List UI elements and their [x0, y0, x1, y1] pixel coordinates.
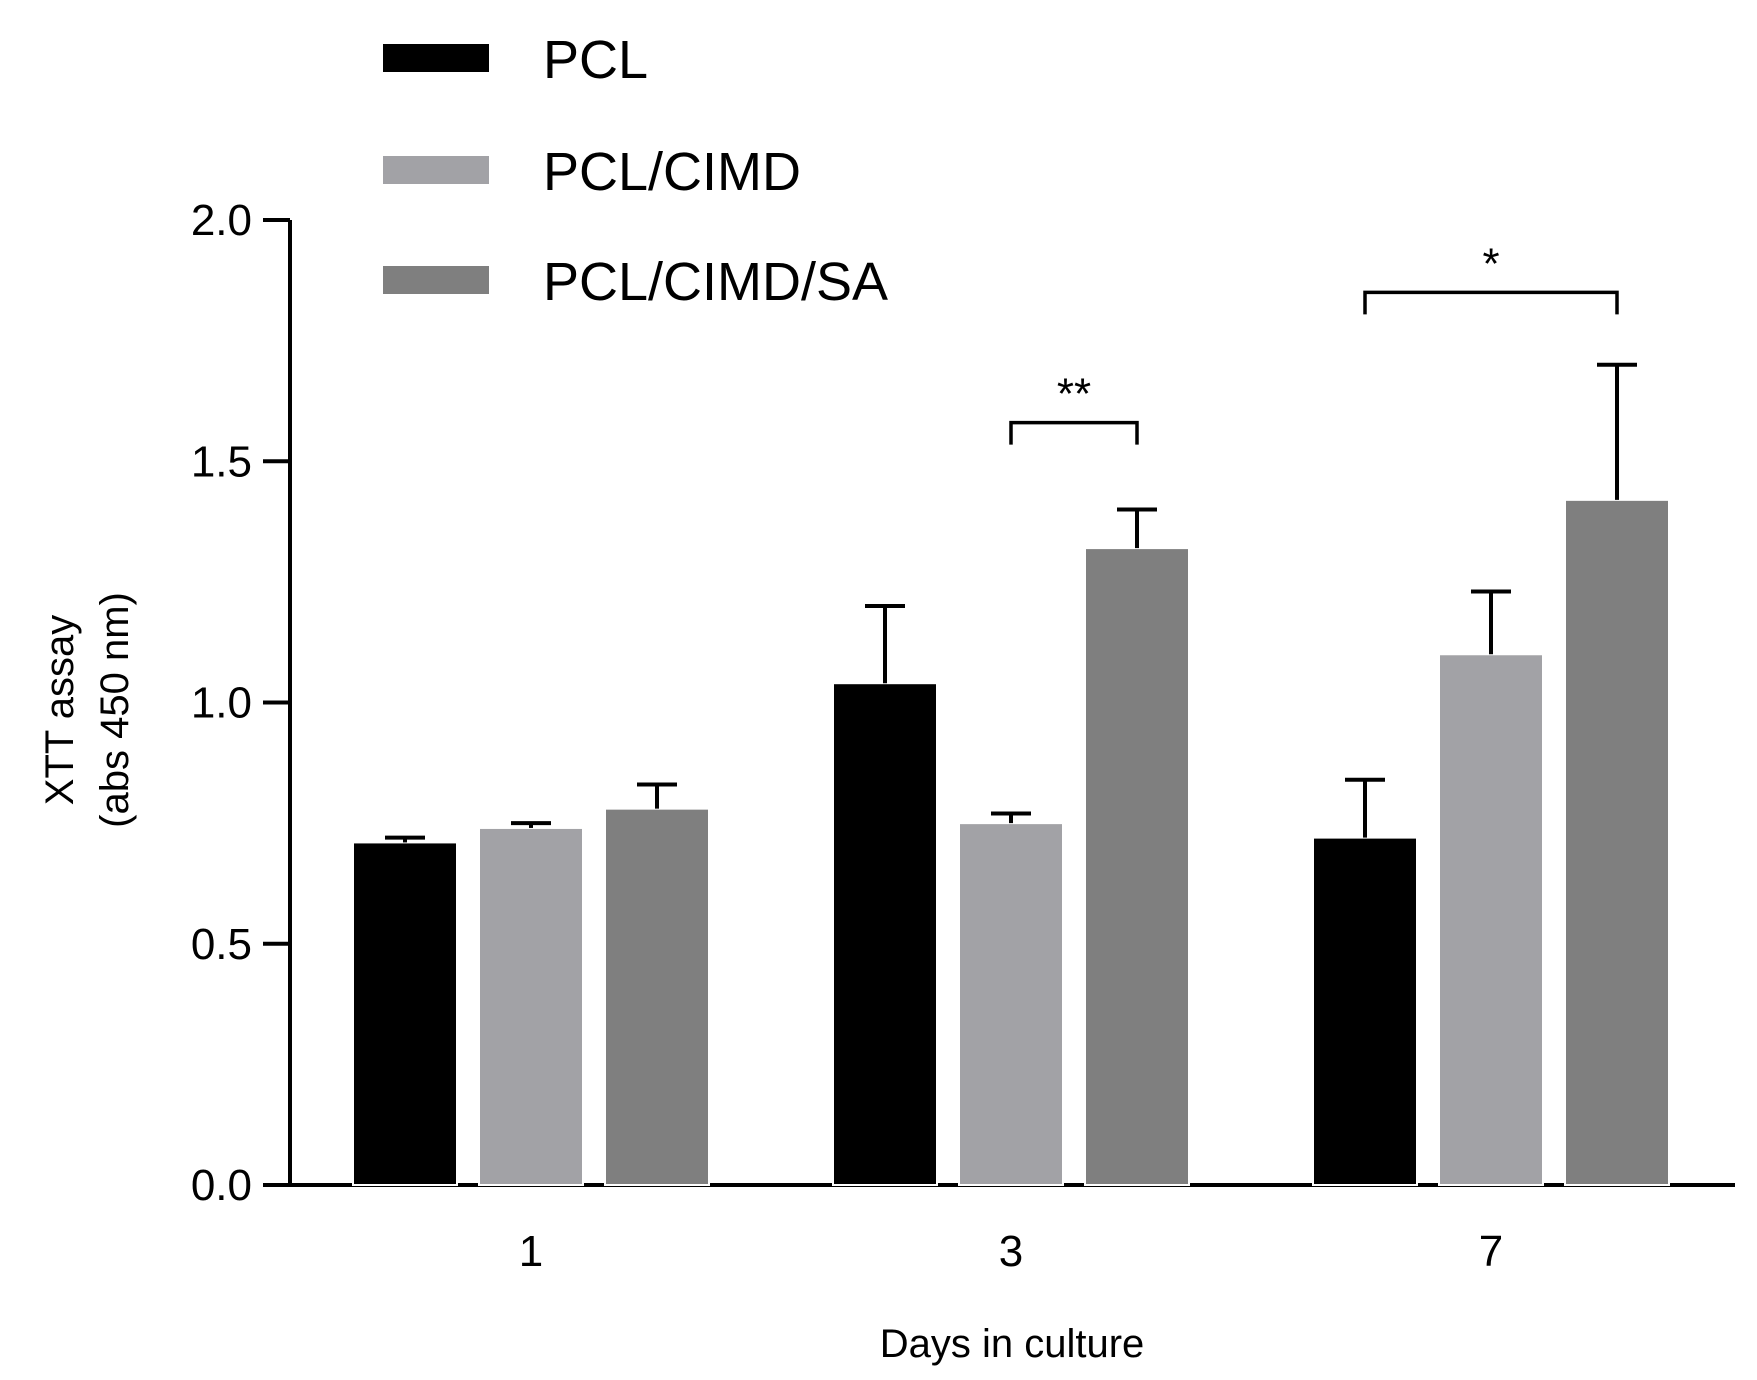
y-tick-label-3: 1.5 [191, 437, 252, 486]
bar-pcl-cimd-sa-day-1 [604, 807, 710, 1187]
legend-swatch-0 [383, 44, 489, 72]
x-axis: 1 3 7 [263, 1183, 1735, 1276]
y-tick-label-4: 2.0 [191, 196, 252, 245]
bar-pcl-cimd-sa-day-7 [1564, 498, 1670, 1187]
y-tick-label-1: 0.5 [191, 920, 252, 969]
x-tick-label-3: 3 [999, 1227, 1023, 1276]
bar-pcl-cimd-sa-day-3 [1084, 547, 1190, 1186]
y-tick-label-2: 1.0 [191, 679, 252, 728]
y-tick-label-0: 0.0 [191, 1161, 252, 1210]
bar-pcl-cimd-day-1 [478, 826, 584, 1186]
legend-label-0: PCL [543, 30, 648, 90]
significance-bracket-0 [1009, 420, 1139, 445]
bar-pcl-day-3 [832, 682, 938, 1186]
legend-swatch-1 [383, 156, 489, 184]
y-axis-title-line-1: XTT assay [38, 615, 82, 805]
legend: PCL PCL/CIMD PCL/CIMD/SA [383, 30, 888, 312]
bar-pcl-day-1 [352, 841, 458, 1186]
legend-label-2: PCL/CIMD/SA [543, 252, 888, 312]
y-axis-title-line-2: (abs 450 nm) [93, 592, 137, 828]
bar-pcl-cimd-day-7 [1438, 653, 1544, 1186]
x-tick-label-1: 1 [519, 1227, 543, 1276]
significance-annotations: *** [1009, 239, 1619, 445]
legend-label-1: PCL/CIMD [543, 142, 801, 202]
x-axis-title: Days in culture [880, 1322, 1145, 1366]
bar-pcl-cimd-day-3 [958, 822, 1064, 1186]
significance-label-1: * [1482, 239, 1499, 288]
significance-label-0: ** [1057, 370, 1091, 419]
x-tick-label-7: 7 [1479, 1227, 1503, 1276]
y-axis: 0.0 0.5 1.0 1.5 2.0 [191, 196, 292, 1210]
error-bars [385, 362, 1637, 843]
legend-swatch-2 [383, 266, 489, 294]
significance-bracket-1 [1363, 290, 1619, 315]
bar-pcl-day-7 [1312, 836, 1418, 1186]
bars [352, 498, 1670, 1187]
